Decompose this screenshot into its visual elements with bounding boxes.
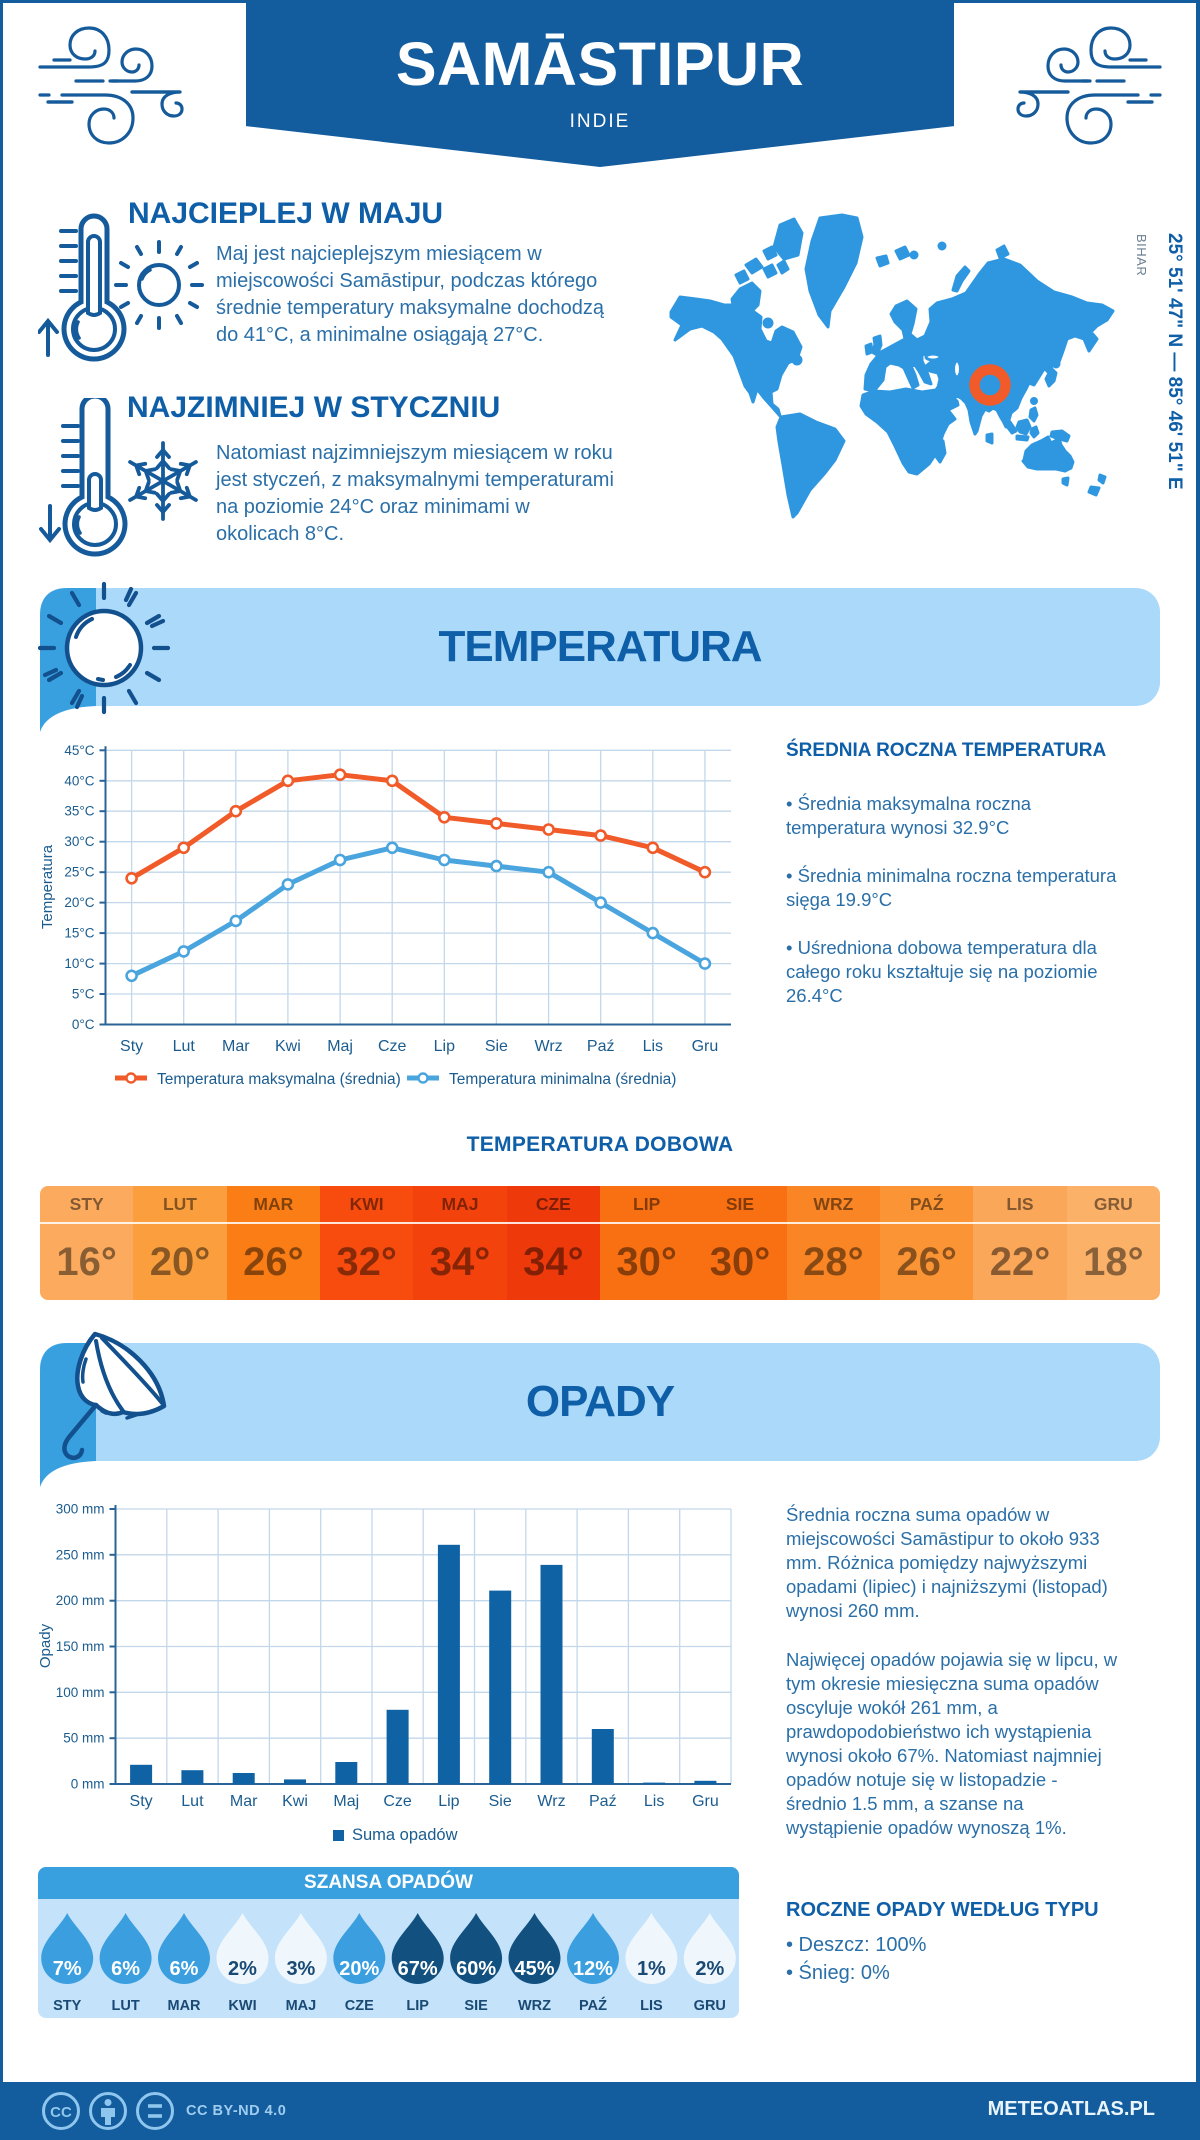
- svg-text:Mar: Mar: [230, 1793, 258, 1810]
- svg-text:LIS: LIS: [640, 1998, 663, 2014]
- svg-text:LIP: LIP: [406, 1998, 429, 2014]
- svg-text:LUT: LUT: [112, 1998, 140, 2014]
- svg-text:CC: CC: [50, 2104, 72, 2121]
- svg-text:Temperatura minimalna (średnia: Temperatura minimalna (średnia): [449, 1071, 676, 1088]
- svg-text:20°C: 20°C: [64, 895, 94, 910]
- svg-text:Lip: Lip: [438, 1793, 459, 1810]
- svg-text:Gru: Gru: [692, 1793, 719, 1810]
- svg-text:Wrz: Wrz: [537, 1793, 565, 1810]
- svg-text:1%: 1%: [637, 1958, 666, 1980]
- svg-text:Lis: Lis: [643, 1038, 663, 1055]
- svg-text:Sie: Sie: [489, 1793, 512, 1810]
- svg-text:45°C: 45°C: [64, 743, 94, 758]
- svg-text:Sty: Sty: [120, 1038, 143, 1055]
- svg-text:150 mm: 150 mm: [56, 1639, 105, 1654]
- svg-text:67%: 67%: [398, 1958, 438, 1980]
- svg-text:3%: 3%: [286, 1958, 315, 1980]
- svg-text:6%: 6%: [111, 1958, 140, 1980]
- svg-text:30°C: 30°C: [64, 834, 94, 849]
- svg-text:Sie: Sie: [485, 1038, 508, 1055]
- svg-text:Lut: Lut: [181, 1793, 204, 1810]
- svg-text:50 mm: 50 mm: [63, 1731, 104, 1746]
- svg-text:200 mm: 200 mm: [56, 1593, 105, 1608]
- svg-text:Paź: Paź: [589, 1793, 617, 1810]
- svg-text:Lis: Lis: [644, 1793, 664, 1810]
- svg-text:Opady: Opady: [37, 1623, 54, 1668]
- svg-text:PAŹ: PAŹ: [579, 1997, 607, 2014]
- svg-text:Temperatura: Temperatura: [39, 844, 56, 929]
- svg-text:CZE: CZE: [345, 1998, 374, 2014]
- svg-text:100 mm: 100 mm: [56, 1685, 105, 1700]
- svg-text:Kwi: Kwi: [282, 1793, 308, 1810]
- svg-text:GRU: GRU: [694, 1998, 726, 2014]
- svg-text:12%: 12%: [573, 1958, 613, 1980]
- svg-text:25°C: 25°C: [64, 865, 94, 880]
- svg-text:40°C: 40°C: [64, 773, 94, 788]
- svg-text:SIE: SIE: [464, 1998, 488, 2014]
- svg-text:Maj: Maj: [327, 1038, 353, 1055]
- svg-text:5°C: 5°C: [72, 987, 95, 1002]
- svg-text:Lip: Lip: [434, 1038, 455, 1055]
- svg-text:Kwi: Kwi: [275, 1038, 301, 1055]
- svg-text:7%: 7%: [53, 1958, 82, 1980]
- svg-text:6%: 6%: [170, 1958, 199, 1980]
- svg-text:MAJ: MAJ: [286, 1998, 317, 2014]
- svg-text:300 mm: 300 mm: [56, 1502, 105, 1517]
- svg-text:35°C: 35°C: [64, 804, 94, 819]
- svg-text:0°C: 0°C: [72, 1017, 95, 1032]
- svg-text:2%: 2%: [695, 1958, 724, 1980]
- svg-text:Maj: Maj: [333, 1793, 359, 1810]
- svg-text:60%: 60%: [456, 1958, 496, 1980]
- svg-text:Mar: Mar: [222, 1038, 250, 1055]
- svg-text:STY: STY: [53, 1998, 82, 2014]
- svg-text:Cze: Cze: [378, 1038, 407, 1055]
- svg-text:Cze: Cze: [383, 1793, 412, 1810]
- svg-text:0 mm: 0 mm: [71, 1777, 105, 1792]
- svg-text:20%: 20%: [339, 1958, 379, 1980]
- svg-text:Wrz: Wrz: [535, 1038, 563, 1055]
- svg-text:KWI: KWI: [228, 1998, 256, 2014]
- svg-text:Sty: Sty: [130, 1793, 153, 1810]
- svg-text:Temperatura maksymalna (średni: Temperatura maksymalna (średnia): [157, 1071, 401, 1088]
- svg-text:45%: 45%: [514, 1958, 554, 1980]
- svg-text:15°C: 15°C: [64, 926, 94, 941]
- svg-text:MAR: MAR: [167, 1998, 201, 2014]
- svg-text:Paź: Paź: [587, 1038, 615, 1055]
- svg-text:10°C: 10°C: [64, 956, 94, 971]
- svg-text:250 mm: 250 mm: [56, 1547, 105, 1562]
- svg-text:Suma opadów: Suma opadów: [352, 1826, 458, 1844]
- svg-text:Gru: Gru: [692, 1038, 719, 1055]
- svg-text:2%: 2%: [228, 1958, 257, 1980]
- svg-text:WRZ: WRZ: [518, 1998, 551, 2014]
- svg-text:Lut: Lut: [173, 1038, 196, 1055]
